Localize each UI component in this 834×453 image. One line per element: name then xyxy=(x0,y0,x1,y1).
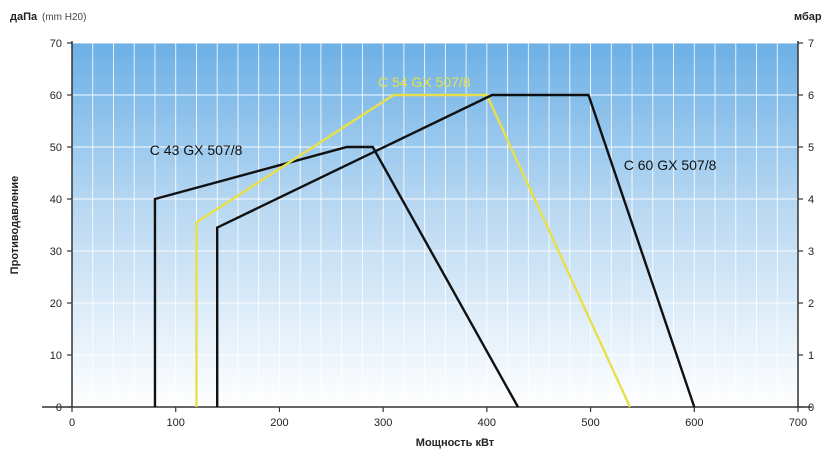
x-tick-label: 0 xyxy=(69,417,75,429)
series-label-c60: C 60 GX 507/8 xyxy=(624,157,717,173)
y-left-tick-label: 30 xyxy=(50,246,62,258)
y-left-tick-label: 50 xyxy=(50,142,62,154)
y-right-tick-label: 6 xyxy=(808,90,814,102)
x-tick-label: 300 xyxy=(374,417,392,429)
y-right-tick-label: 3 xyxy=(808,246,814,258)
y-left-tick-label: 20 xyxy=(50,298,62,310)
y-left-tick-label: 40 xyxy=(50,194,62,206)
y-right-tick-label: 5 xyxy=(808,142,814,154)
x-tick-label: 600 xyxy=(685,417,703,429)
series-line-1 xyxy=(195,93,632,408)
y-right-tick-label: 2 xyxy=(808,298,814,310)
y-left-unit: даПа xyxy=(10,11,38,23)
y-left-tick-label: 70 xyxy=(50,38,62,50)
y-left-tick-label: 0 xyxy=(56,402,62,414)
series-line-2 xyxy=(215,93,696,408)
y-left-tick-label: 10 xyxy=(50,350,62,362)
y-axis-title: Противодавление xyxy=(9,176,21,275)
x-tick-label: 100 xyxy=(167,417,185,429)
x-axis-title: Мощность кВт xyxy=(416,437,495,449)
y-left-tick-label: 60 xyxy=(50,90,62,102)
y-right-tick-label: 7 xyxy=(808,38,814,50)
series-line-0 xyxy=(153,145,520,408)
x-tick-label: 700 xyxy=(789,417,807,429)
series-label-c43: C 43 GX 507/8 xyxy=(150,142,243,158)
y-right-tick-label: 4 xyxy=(808,194,814,206)
y-left-unit-note: (mm H20) xyxy=(42,12,86,23)
series-layer xyxy=(153,93,696,408)
x-tick-label: 200 xyxy=(270,417,288,429)
y-right-tick-label: 1 xyxy=(808,350,814,362)
x-tick-label: 400 xyxy=(478,417,496,429)
y-right-tick-label: 0 xyxy=(808,402,814,414)
y-right-unit: мбар xyxy=(794,11,822,23)
axes xyxy=(42,41,812,412)
series-label-c54: C 54 GX 507/8 xyxy=(378,74,471,90)
plot-background xyxy=(72,43,798,407)
x-tick-label: 500 xyxy=(581,417,599,429)
grid xyxy=(72,42,798,407)
